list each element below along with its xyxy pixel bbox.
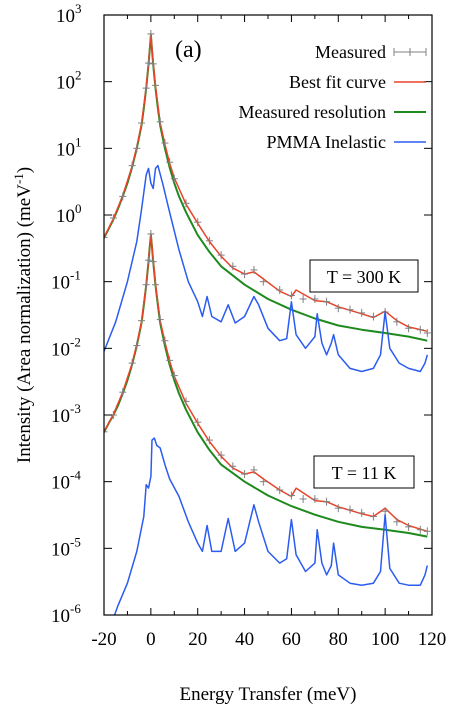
- legend: Measured Best fit curve Measured resolutio…: [239, 42, 427, 152]
- annotation-300k-text: T = 300 K: [327, 267, 401, 287]
- series-measured-points: [104, 29, 431, 337]
- y-tick-label: 101: [56, 134, 82, 160]
- legend-label: Measured resolution: [239, 102, 386, 122]
- x-tick-label: 20: [188, 629, 207, 650]
- x-tick-label: 40: [235, 629, 254, 650]
- series-measured-points: [104, 229, 431, 536]
- x-tick-label: 80: [329, 629, 348, 650]
- series-layer: [104, 29, 431, 615]
- y-axis-title-sup: -1: [11, 173, 26, 184]
- y-axis-title-close: ): [14, 167, 35, 173]
- y-tick-label: 10-1: [51, 268, 81, 294]
- x-tick-label: 120: [418, 629, 447, 650]
- y-axis-title: Intensity (Area normalization) (meV-1): [11, 167, 35, 463]
- y-tick-label: 10-6: [51, 601, 81, 627]
- legend-label: Measured: [315, 42, 386, 62]
- x-tick-label: -20: [91, 629, 116, 650]
- x-axis-title: Energy Transfer (meV): [180, 684, 357, 705]
- y-axis-title-main: Intensity (Area normalization) (meV: [14, 184, 35, 463]
- series-pmma-inelastic-line: [104, 164, 429, 373]
- annotation-300k: T = 300 K: [309, 259, 419, 293]
- series-pmma-inelastic-line: [113, 437, 429, 615]
- y-tick-label: 10-4: [51, 468, 81, 494]
- x-tick-label: 100: [371, 629, 400, 650]
- annotation-11k-text: T = 11 K: [332, 463, 397, 483]
- x-tick-label: 0: [146, 629, 156, 650]
- y-tick-label: 10-3: [51, 401, 81, 427]
- y-tick-label: 102: [56, 68, 82, 94]
- panel-label: (a): [175, 37, 202, 63]
- ticks-layer: -20 0 20 40 60 80 100 120 103 102 101 100 10-1 10-2 10…: [51, 1, 446, 650]
- annotation-11k: T = 11 K: [313, 455, 415, 489]
- annotation-11k-box: [313, 455, 415, 489]
- legend-label: PMMA Inelastic: [267, 132, 387, 152]
- y-tick-label: 100: [56, 201, 82, 227]
- y-tick-label: 103: [56, 1, 82, 27]
- y-tick-label: 10-2: [51, 334, 81, 360]
- x-tick-label: 60: [282, 629, 301, 650]
- legend-label: Best fit curve: [289, 72, 386, 92]
- annotation-300k-box: [309, 259, 419, 293]
- y-tick-label: 10-5: [51, 534, 81, 560]
